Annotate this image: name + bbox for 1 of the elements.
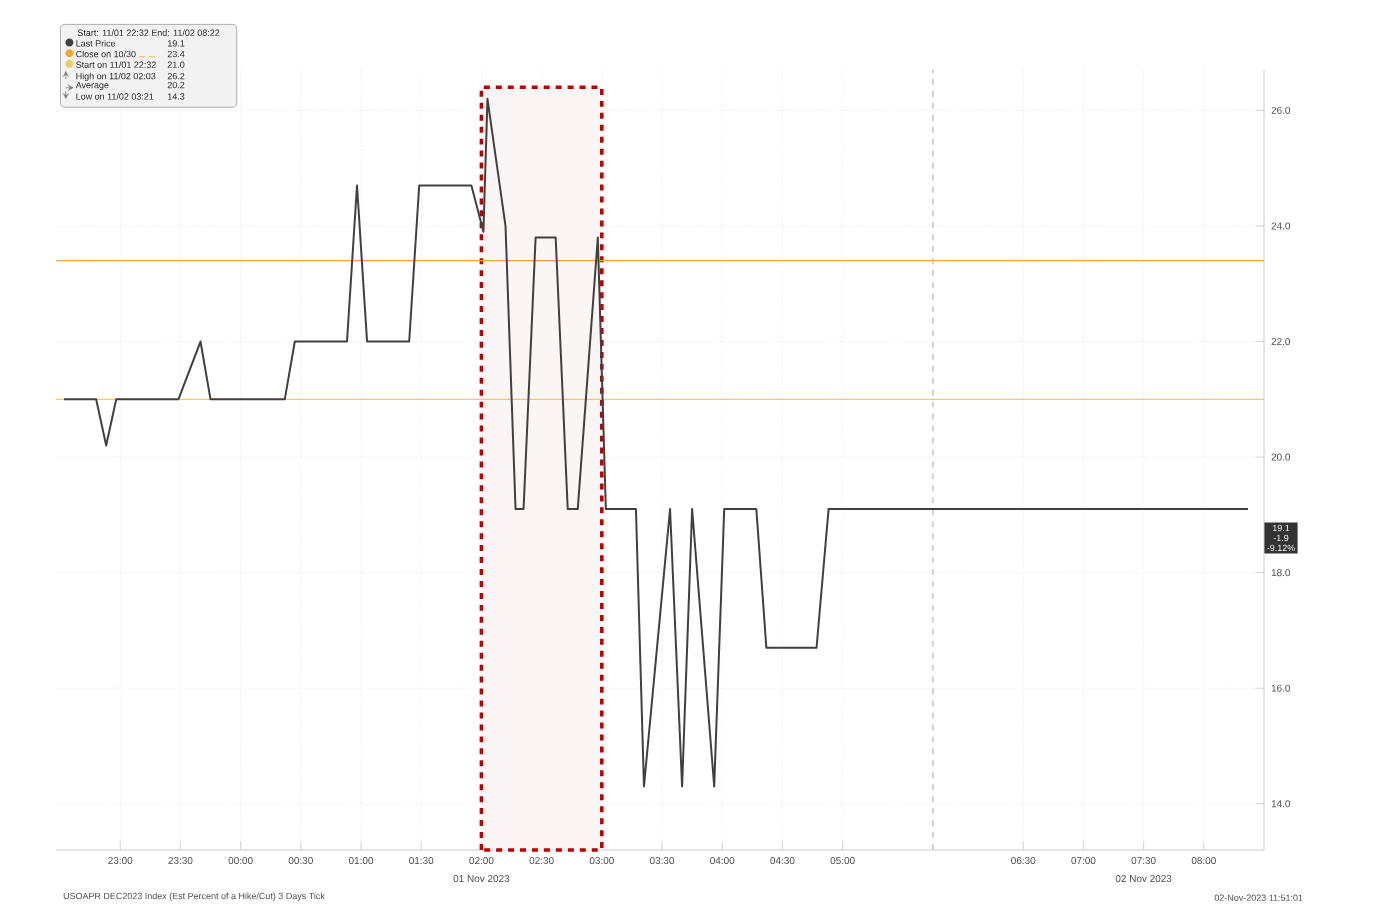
line-series — [63, 97, 1249, 788]
